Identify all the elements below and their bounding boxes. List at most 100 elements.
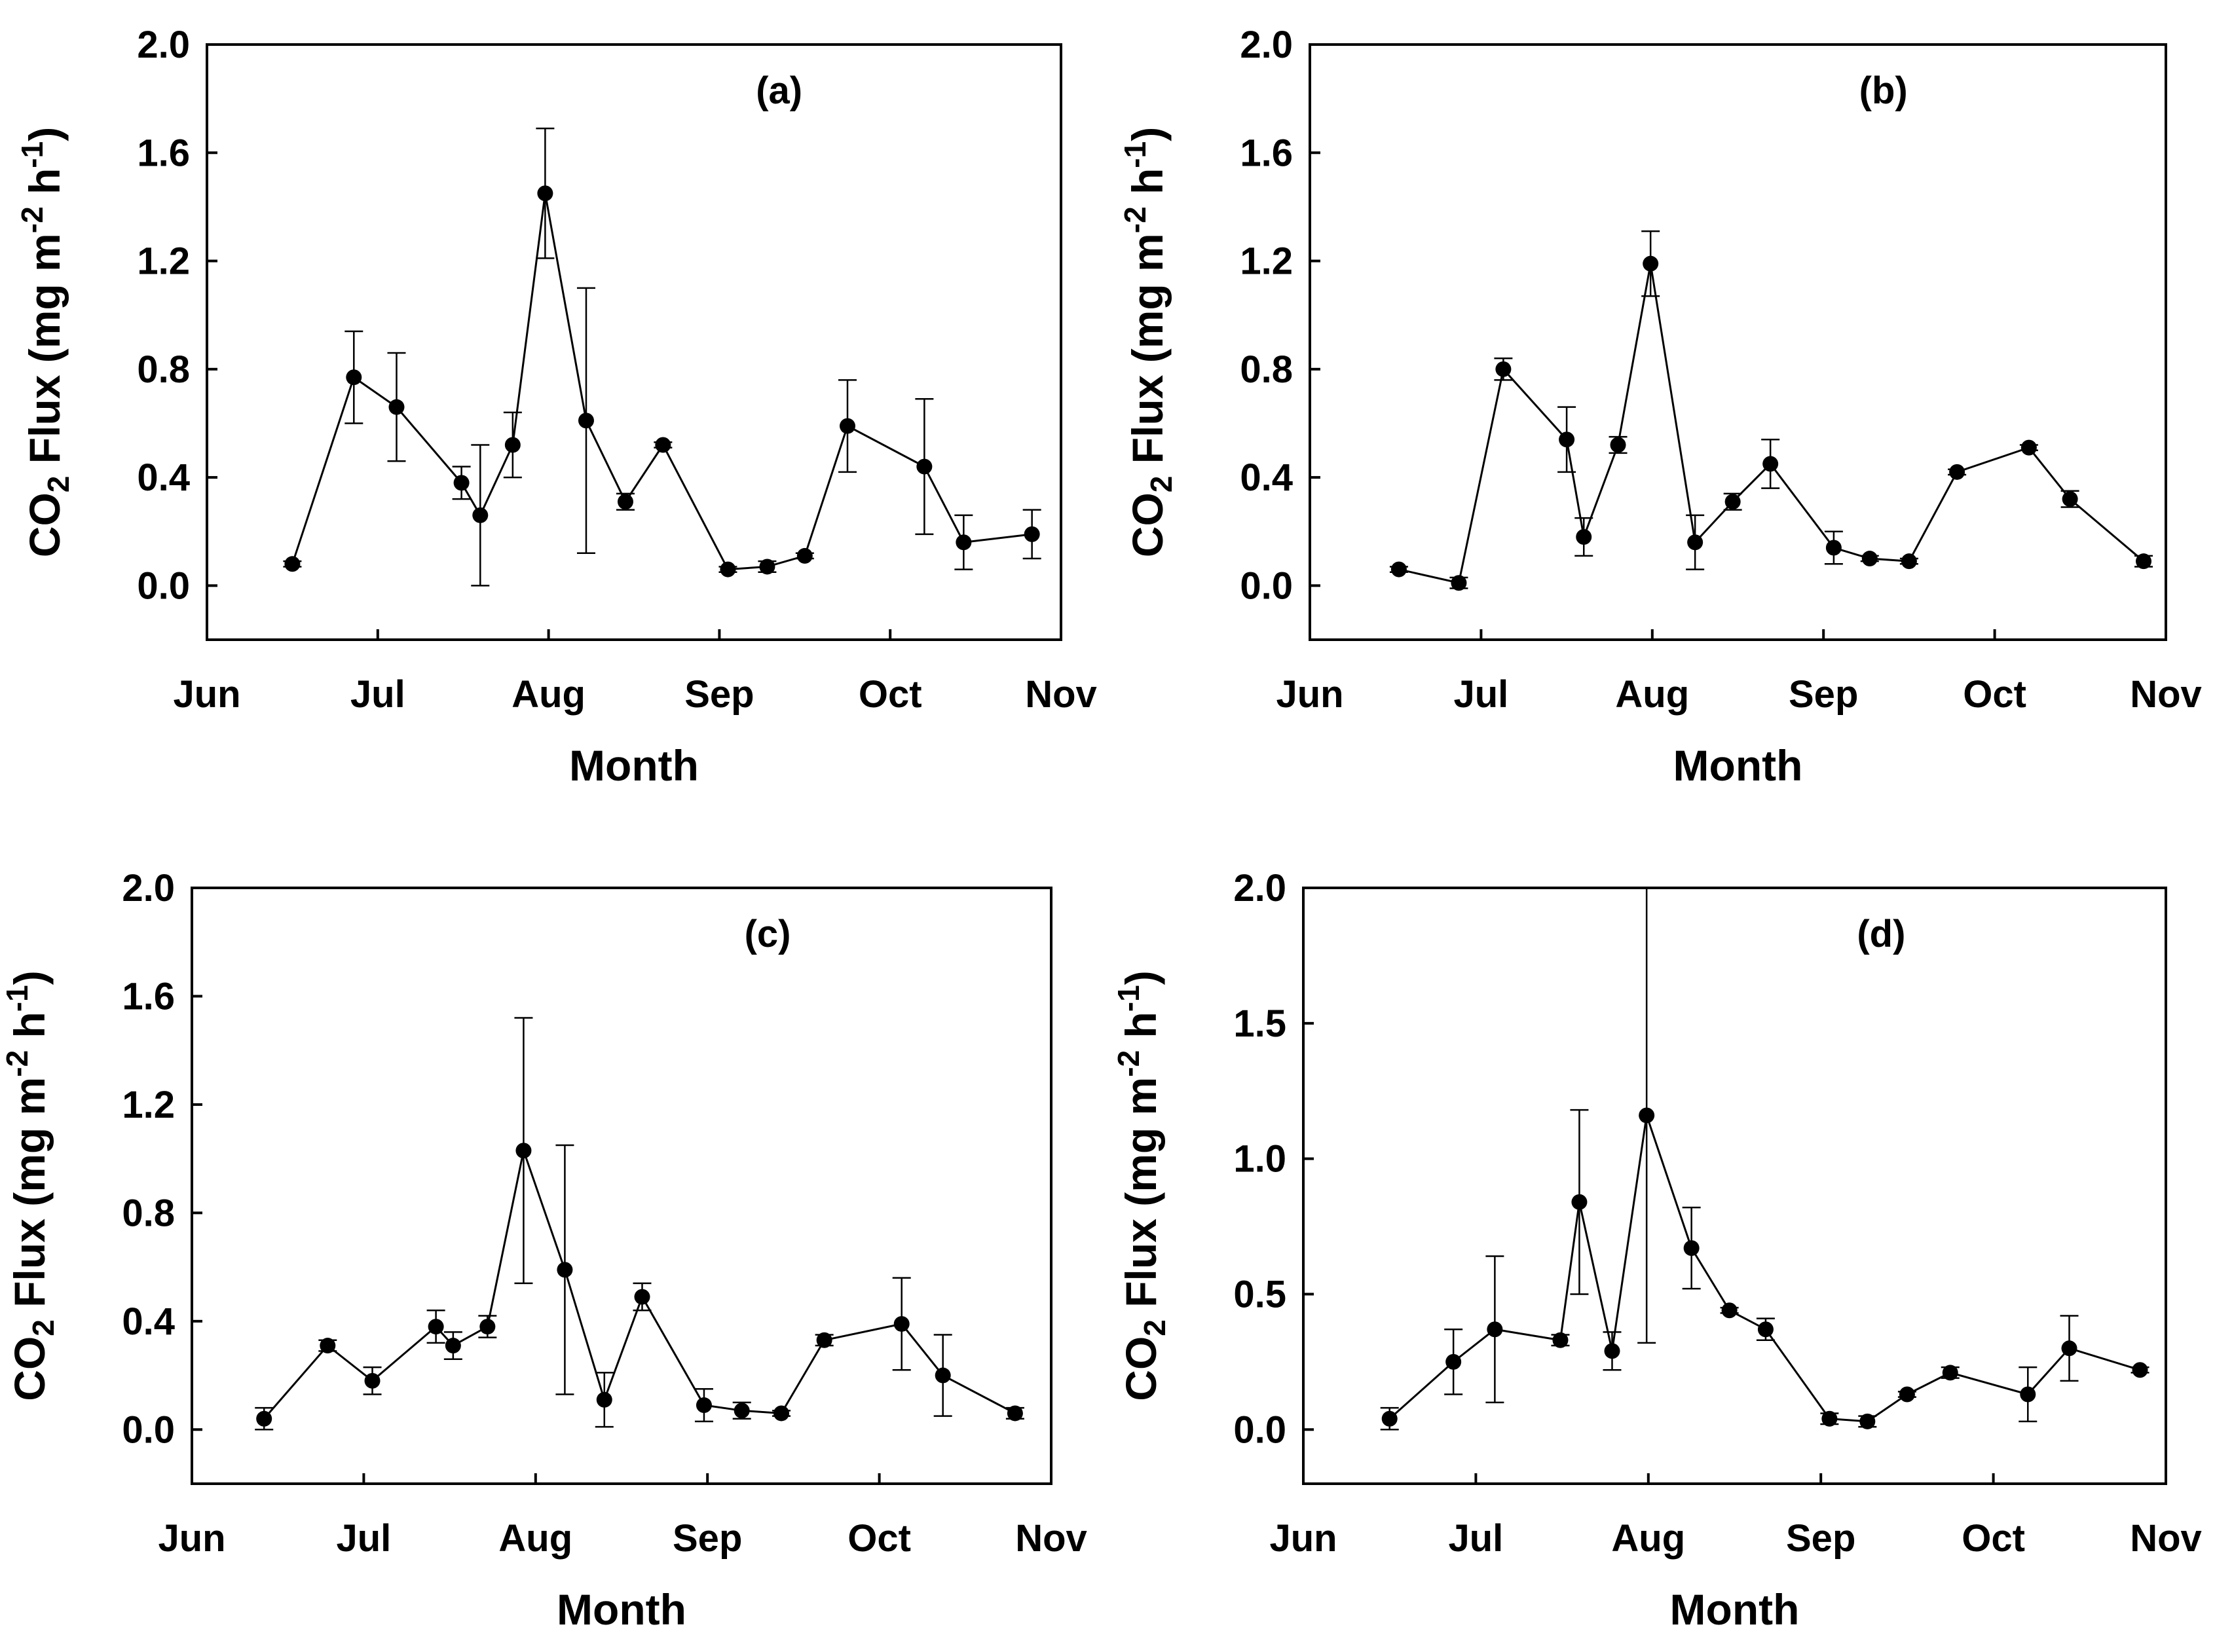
y-tick-label: 0.8	[122, 1192, 175, 1234]
data-point	[840, 418, 855, 434]
chart-panel-1: 0.0 0.4 0.8 1.2 1.6 2.0 Jun Jul Aug Sep Oct Nov Mont…	[15, 24, 1097, 790]
data-point	[515, 1143, 532, 1159]
y-tick-label: 1.2	[1240, 240, 1293, 283]
x-tick-label: Oct	[1963, 673, 2026, 716]
y-tick-label: 2.0	[1233, 867, 1286, 909]
x-axis-title: Month	[569, 741, 699, 790]
x-tick-label: Sep	[1786, 1517, 1855, 1560]
y-tick-label: 0.8	[137, 348, 190, 391]
data-point	[479, 1319, 496, 1335]
data-point	[1683, 1240, 1700, 1257]
chart-panel-2: 0.0 0.4 0.8 1.2 1.6 2.0 Jun Jul Aug Sep Oct Nov Mont…	[1118, 24, 2202, 790]
y-tick-label: 1.0	[1233, 1138, 1286, 1181]
x-tick-label: Jul	[336, 1517, 391, 1560]
data-point	[1762, 456, 1779, 472]
y-axis-title: CO2 Flux (mg m-2 h-1)	[1118, 127, 1178, 557]
data-point	[1552, 1332, 1569, 1348]
y-axis-title: CO2 Flux (mg m-2 h-1)	[0, 970, 60, 1401]
x-tick-label: Nov	[1025, 673, 1097, 716]
data-point	[1899, 1386, 1915, 1403]
data-point	[956, 534, 972, 551]
data-point	[1757, 1321, 1774, 1338]
data-point	[346, 369, 362, 386]
y-axis-title-part: 2	[26, 1319, 60, 1336]
data-point	[1859, 1413, 1876, 1429]
y-tick-label: 1.6	[1240, 132, 1293, 174]
y-tick-label: 0.5	[1233, 1273, 1286, 1315]
plot-frame	[206, 43, 1062, 641]
y-axis-title-part: )	[1123, 127, 1172, 141]
y-tick-label: 0.8	[1240, 348, 1293, 391]
data-point	[2020, 439, 2037, 456]
data-point	[1821, 1410, 1838, 1427]
x-tick-label: Oct	[847, 1517, 911, 1560]
plot-frame	[1302, 887, 2167, 1485]
y-axis-title-part: -2	[1111, 1050, 1145, 1077]
data-point	[428, 1319, 444, 1335]
data-point	[1639, 1107, 1655, 1124]
y-axis-title-part: )	[5, 970, 54, 985]
x-tick-label: Oct	[859, 673, 922, 716]
y-axis-title-part: h	[20, 168, 69, 207]
y-axis-title-part: Flux (mg m	[20, 233, 69, 475]
x-tick-label: Jun	[158, 1517, 225, 1560]
plot-frame	[191, 887, 1052, 1485]
data-point	[773, 1405, 790, 1422]
data-point	[655, 437, 671, 453]
x-tick-label: Sep	[673, 1517, 742, 1560]
data-point	[537, 185, 553, 202]
x-tick-label: Jul	[350, 673, 405, 716]
data-point	[734, 1403, 750, 1419]
data-point	[2132, 1362, 2148, 1378]
data-point	[364, 1372, 381, 1389]
data-point	[1942, 1365, 1958, 1381]
y-axis-title-part: Flux (mg m	[1117, 1077, 1165, 1319]
x-tick-label: Oct	[1962, 1517, 2025, 1560]
data-point	[816, 1332, 832, 1348]
data-point	[893, 1315, 910, 1332]
y-axis-title-part: h	[1123, 168, 1172, 207]
data-point	[1445, 1353, 1462, 1370]
y-axis-title-part: Flux (mg m	[1123, 233, 1172, 475]
x-axis-title: Month	[557, 1585, 686, 1634]
y-tick-label: 1.2	[122, 1084, 175, 1126]
x-tick-label: Jul	[1448, 1517, 1503, 1560]
y-axis-title-part: -2	[15, 206, 49, 233]
data-point	[696, 1397, 712, 1414]
x-tick-label: Sep	[1789, 673, 1858, 716]
x-tick-label: Aug	[498, 1517, 572, 1560]
y-axis-title-part: -1	[1111, 985, 1145, 1012]
plot-frame	[1309, 43, 2167, 641]
data-point	[1643, 255, 1659, 272]
y-tick-label: 0.0	[137, 564, 190, 607]
data-point	[1487, 1321, 1503, 1338]
data-point	[320, 1338, 336, 1354]
y-tick-label: 2.0	[1240, 24, 1293, 66]
y-tick-label: 1.2	[137, 240, 190, 283]
data-point	[935, 1367, 951, 1384]
data-point	[720, 561, 736, 578]
x-tick-label: Nov	[2130, 1517, 2202, 1560]
y-axis-title-part: )	[1117, 970, 1165, 985]
y-axis-title-part: 2	[1138, 1319, 1172, 1336]
x-tick-label: Aug	[512, 673, 586, 716]
x-tick-label: Nov	[1015, 1517, 1087, 1560]
x-tick-label: Aug	[1611, 1517, 1685, 1560]
y-axis-title-part: CO	[1117, 1336, 1165, 1401]
data-point	[634, 1289, 650, 1305]
y-tick-label: 1.6	[137, 132, 190, 174]
y-axis-title-part: CO	[20, 492, 69, 557]
y-tick-label: 2.0	[122, 867, 175, 909]
data-point	[916, 458, 933, 475]
x-tick-label: Jul	[1453, 673, 1508, 716]
y-tick-label: 0.0	[1233, 1408, 1286, 1451]
y-axis-title-part: -1	[1118, 141, 1152, 168]
data-point	[2061, 1340, 2077, 1357]
y-axis-title-part: -1	[15, 141, 49, 168]
data-point	[1724, 494, 1741, 510]
data-point	[1559, 431, 1575, 448]
data-point	[1604, 1343, 1620, 1359]
data-point	[256, 1410, 272, 1427]
data-point	[1007, 1405, 1023, 1422]
data-point	[1571, 1194, 1588, 1210]
